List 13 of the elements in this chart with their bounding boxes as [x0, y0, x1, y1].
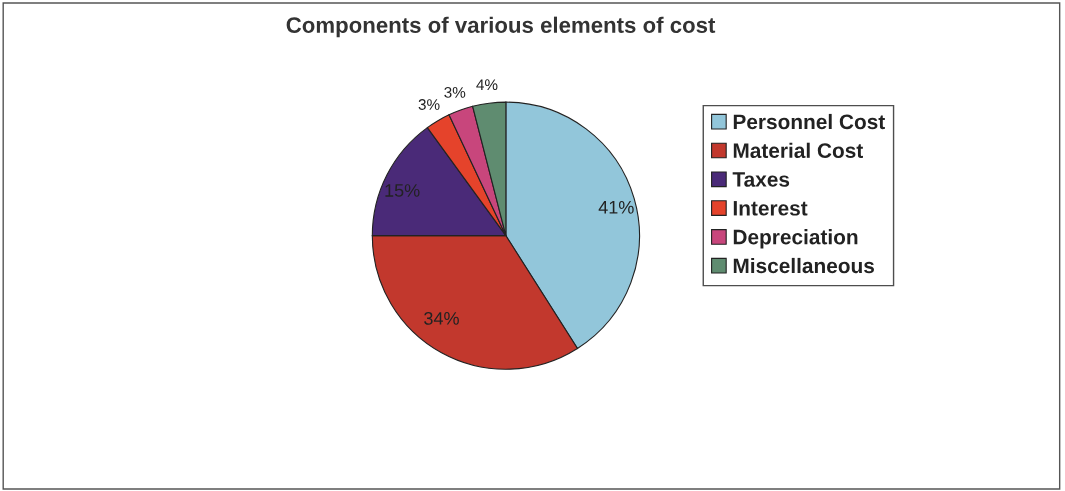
data-label: 34%	[424, 312, 459, 325]
data-label: 41%	[598, 200, 634, 214]
chart-title: Components of various elements of cost	[286, 16, 716, 38]
data-label: 15%	[385, 184, 420, 197]
legend-label: Miscellaneous	[733, 257, 874, 274]
data-label: 4%	[476, 79, 498, 90]
data-label: 3%	[444, 86, 466, 98]
legend-label: Material Cost	[733, 142, 863, 159]
legend-label: Depreciation	[733, 229, 858, 249]
legend-label: Interest	[733, 201, 808, 216]
data-label: 3%	[418, 99, 440, 110]
legend-label: Personnel Cost	[733, 113, 885, 130]
legend-label: Taxes	[732, 172, 790, 187]
